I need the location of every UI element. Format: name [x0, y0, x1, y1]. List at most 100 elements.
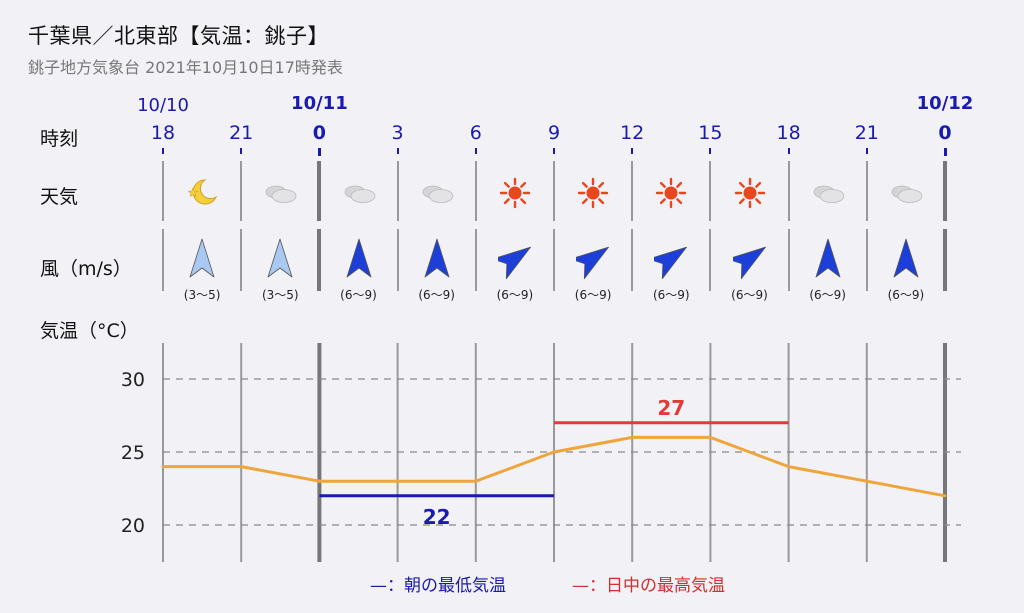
- wind-speed-label: (6～9): [809, 288, 846, 302]
- wind-arrow-icon: [726, 236, 767, 280]
- column-separator: [709, 161, 712, 221]
- cloud-icon: [262, 175, 298, 211]
- temperature-point: [474, 479, 478, 483]
- sun-icon: [497, 175, 533, 211]
- column-separator: [943, 161, 947, 221]
- time-tick-label: 15: [698, 122, 723, 144]
- time-tick-label: 21: [854, 122, 879, 144]
- wind-speed-label: (6～9): [574, 288, 612, 302]
- column-separator: [553, 161, 555, 221]
- time-tick-label: 9: [547, 122, 561, 144]
- cloud-icon: [810, 175, 846, 211]
- time-tick-mark: [317, 148, 321, 156]
- column-separator: [396, 161, 399, 221]
- min-temp-label: 22: [423, 505, 451, 529]
- time-tick-mark: [865, 148, 868, 154]
- column-separator: [787, 161, 790, 221]
- sun-icon: [575, 175, 611, 211]
- wind-speed-label: (3～5): [183, 288, 221, 302]
- wind-speed-label: (6～9): [340, 288, 377, 302]
- temp-row-label: 気温（°C）: [40, 320, 139, 342]
- column-separator: [631, 161, 634, 221]
- temperature-point: [239, 465, 243, 469]
- column-separator: [162, 161, 164, 221]
- column-separator: [317, 229, 322, 291]
- wind-arrow-icon: [263, 236, 297, 280]
- column-separator: [709, 229, 712, 291]
- temperature-point: [865, 479, 869, 483]
- column-separator: [787, 229, 790, 291]
- date-label: 10/11: [291, 93, 348, 114]
- column-separator: [474, 229, 477, 291]
- temperature-point: [317, 479, 321, 483]
- time-tick-label: 12: [620, 122, 645, 144]
- time-tick-mark: [631, 148, 634, 154]
- cloud-icon: [419, 175, 455, 211]
- y-tick-label: 20: [121, 515, 145, 537]
- column-separator: [240, 161, 243, 221]
- wind-speed-label: (6～9): [887, 288, 925, 302]
- max-temp-label: 27: [657, 396, 685, 420]
- wind-arrow-icon: [648, 236, 688, 280]
- wind-arrow-icon: [420, 236, 454, 280]
- column-separator: [865, 229, 868, 291]
- wind-speed-label: (6～9): [496, 288, 534, 302]
- wind-arrow-icon: [342, 236, 376, 280]
- wind-speed-label: (6～9): [731, 288, 768, 302]
- time-tick-label: 0: [938, 122, 952, 144]
- column-separator: [943, 229, 947, 291]
- cloud-icon: [888, 175, 924, 211]
- page-subtitle: 銚子地方気象台 2021年10月10日17時発表: [28, 58, 343, 77]
- time-tick-label: 3: [391, 122, 404, 144]
- time-tick-mark: [240, 148, 243, 154]
- time-tick-label: 18: [150, 122, 176, 144]
- time-tick-mark: [943, 148, 947, 156]
- sun-icon: [732, 175, 768, 211]
- wind-speed-label: (6～9): [418, 288, 455, 302]
- time-tick-mark: [553, 148, 555, 154]
- column-separator: [865, 161, 868, 221]
- time-tick-label: 0: [312, 122, 326, 144]
- wind-arrow-icon: [570, 236, 610, 280]
- wind-arrow-icon: [185, 236, 219, 280]
- time-tick-mark: [474, 148, 477, 154]
- y-tick-label: 25: [121, 442, 145, 464]
- column-separator: [474, 161, 477, 221]
- wind-speed-label: (3～5): [261, 288, 299, 302]
- wind-arrow-icon: [811, 236, 845, 280]
- temperature-point: [787, 465, 791, 469]
- page-title: 千葉県／北東部【気温：銚子】: [28, 24, 329, 48]
- time-row-label: 時刻: [40, 128, 79, 150]
- temperature-point: [943, 494, 947, 498]
- column-separator: [240, 229, 243, 291]
- column-separator: [553, 229, 555, 291]
- cloud-icon: [341, 175, 377, 211]
- temperature-point: [708, 435, 712, 439]
- column-separator: [317, 161, 322, 221]
- legend-max-temp: —：日中の最高気温: [572, 576, 725, 596]
- wind-arrow-icon: [492, 236, 532, 280]
- temperature-point: [396, 479, 400, 483]
- time-tick-mark: [162, 148, 164, 154]
- column-separator: [396, 229, 399, 291]
- wind-arrow-icon: [889, 236, 923, 280]
- temperature-point: [630, 435, 634, 439]
- time-tick-label: 6: [469, 122, 482, 144]
- column-separator: [631, 229, 634, 291]
- date-label: 10/10: [137, 95, 189, 116]
- wind-row-label: 風（m/s）: [40, 258, 132, 280]
- date-label: 10/12: [916, 93, 974, 114]
- time-tick-label: 21: [229, 122, 254, 144]
- column-separator: [162, 229, 164, 291]
- time-tick-mark: [709, 148, 712, 154]
- legend-min-temp: —：朝の最低気温: [370, 576, 506, 596]
- y-tick-label: 30: [121, 369, 145, 391]
- temperature-point: [161, 465, 165, 469]
- time-tick-mark: [396, 148, 399, 154]
- sun-icon: [653, 175, 689, 211]
- weather-row-label: 天気: [40, 186, 79, 208]
- temperature-point: [552, 450, 556, 454]
- time-tick-label: 18: [776, 122, 801, 144]
- time-tick-mark: [787, 148, 790, 154]
